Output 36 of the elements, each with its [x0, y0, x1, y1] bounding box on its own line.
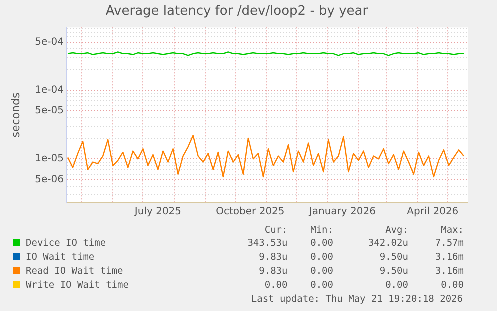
text: Avg:	[384, 225, 408, 237]
text: 0.00	[310, 237, 334, 251]
text: 0.00	[310, 279, 334, 293]
text: Last update: Thu May 21 19:20:18 2026	[250, 293, 464, 307]
text: 343.53u	[246, 237, 288, 251]
x-tick-label: July 2025	[134, 206, 182, 218]
chart-title: Average latency for /dev/loop2 - by year	[106, 4, 369, 20]
y-tick-label: 5e-05	[35, 106, 64, 117]
y-tick-label: 1e-05	[35, 154, 64, 165]
legend-label: Device IO time	[25, 237, 108, 251]
y-axis-title: seconds	[9, 92, 22, 138]
text: 3.16m	[434, 251, 464, 265]
x-tick-label: April 2026	[407, 206, 459, 218]
text: 9.83u	[258, 265, 288, 279]
y-tick-label: 5e-06	[35, 174, 64, 186]
text: Min:	[310, 225, 334, 237]
text: 7.57m	[434, 237, 464, 251]
text: 0.00	[384, 279, 408, 293]
text: 3.16m	[434, 265, 464, 279]
x-tick-label: October 2025	[216, 206, 285, 218]
y-tick-label: 5e-04	[35, 36, 64, 48]
text: 9.50u	[378, 251, 408, 265]
text: 9.83u	[258, 251, 288, 265]
legend-label: IO Wait time	[25, 251, 96, 265]
text: 0.00	[264, 279, 288, 293]
legend-label: Write IO Wait time	[25, 279, 130, 293]
text: 0.00	[310, 265, 334, 279]
x-tick-label: January 2026	[308, 206, 376, 218]
y-tick-label: 1e-04	[35, 85, 64, 96]
legend-label: Read IO Wait time	[25, 265, 124, 279]
text: 342.02u	[367, 237, 408, 251]
text: 0.00	[440, 279, 464, 293]
text: Max:	[440, 225, 464, 237]
text: Cur:	[264, 225, 288, 237]
text: 0.00	[310, 251, 334, 265]
text: 9.50u	[378, 265, 408, 279]
